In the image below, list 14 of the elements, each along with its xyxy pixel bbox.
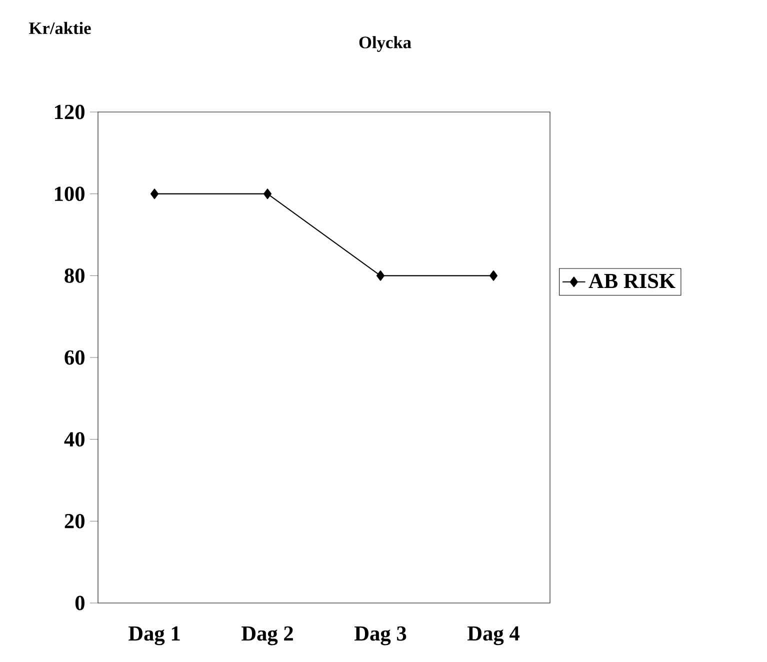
x-tick-label: Dag 1 — [128, 626, 180, 646]
y-tick-label: 40 — [64, 432, 84, 447]
chart-title: Olycka — [359, 36, 412, 52]
legend-label: AB RISK — [588, 274, 676, 288]
y-axis-title: Kr/aktie — [29, 22, 91, 34]
x-tick-label: Dag 4 — [468, 626, 520, 646]
y-tick-label: 100 — [55, 186, 84, 202]
y-tick-label: 20 — [64, 514, 84, 528]
y-tick-label: 0 — [75, 596, 84, 610]
x-tick-label: Dag 3 — [354, 626, 406, 646]
x-tick-label: Dag 2 — [242, 626, 293, 646]
y-tick-label: 120 — [55, 104, 84, 120]
y-tick-label: 60 — [64, 350, 84, 365]
y-tick-label: 80 — [64, 268, 84, 283]
